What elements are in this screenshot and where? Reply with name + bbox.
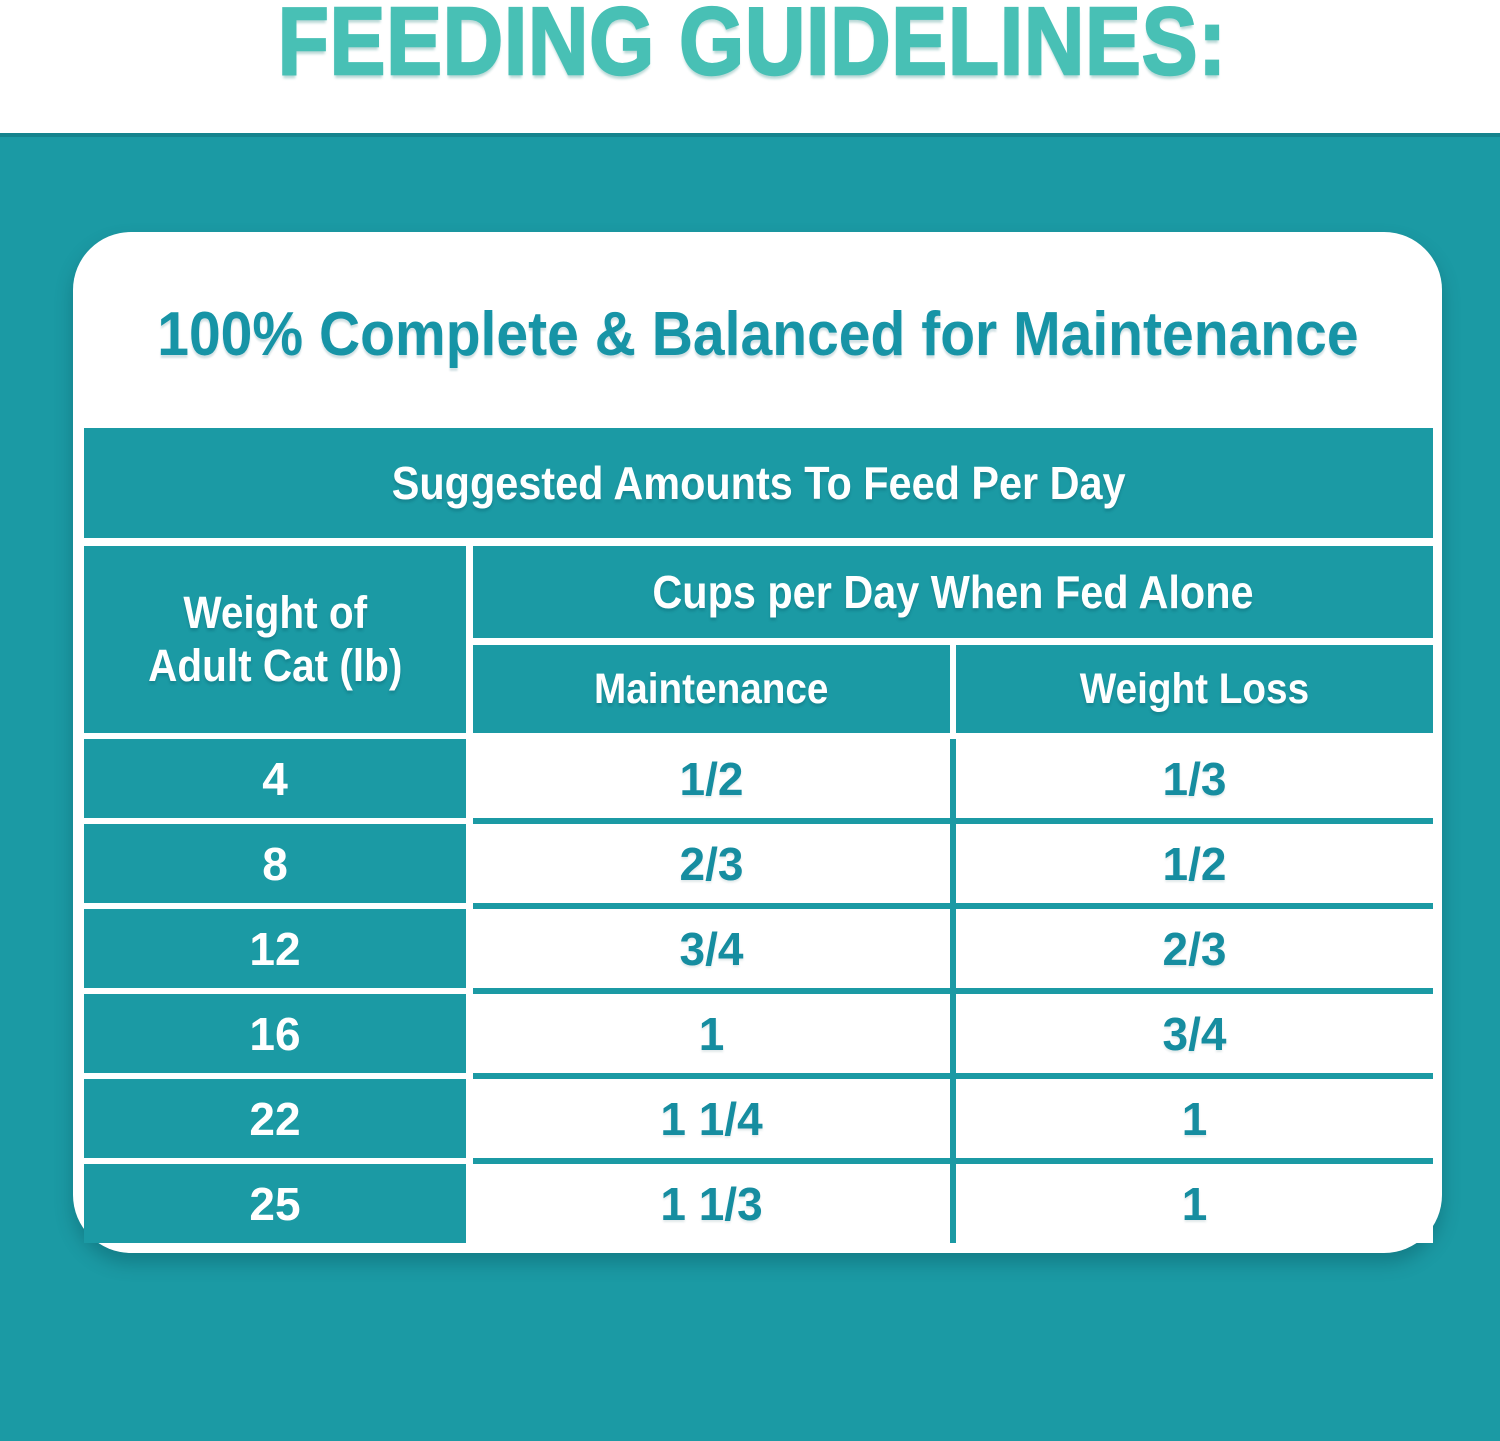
row-separator-line [473, 1073, 1433, 1079]
maintenance-value-cell: 1 1/3 [473, 1164, 950, 1243]
maintenance-value-cell: 2/3 [473, 824, 950, 903]
maintenance-value-cell: 1/2 [473, 739, 950, 818]
row-header-line1: Weight of [183, 587, 367, 639]
maintenance-value-cell: 1 [473, 994, 950, 1073]
row-header-line2: Adult Cat (lb) [147, 639, 403, 691]
card-title-text: 100% Complete & Balanced for Maintenance [156, 300, 1359, 369]
weight-cell: 16 [84, 994, 466, 1073]
row-separator-line [473, 818, 1433, 824]
row-header-cell: Weight of Adult Cat (lb) [84, 546, 466, 733]
guidelines-card: 100% Complete & Balanced for Maintenance… [73, 232, 1442, 1253]
maintenance-value-cell: 1 1/4 [473, 1079, 950, 1158]
weight-loss-value-cell: 3/4 [956, 994, 1433, 1073]
weight-cell: 12 [84, 909, 466, 988]
weight-loss-value-cell: 1/3 [956, 739, 1433, 818]
weight-cell: 4 [84, 739, 466, 818]
row-header-text: Weight of Adult Cat (lb) [148, 587, 402, 691]
maintenance-value-cell: 3/4 [473, 909, 950, 988]
column-group-header-cell: Cups per Day When Fed Alone [473, 546, 1433, 638]
weight-cell: 25 [84, 1164, 466, 1243]
row-separator-line [473, 988, 1433, 994]
weight-loss-value-cell: 1/2 [956, 824, 1433, 903]
weight-loss-value-cell: 2/3 [956, 909, 1433, 988]
table-title-cell: Suggested Amounts To Feed Per Day [84, 428, 1433, 538]
table-title-text: Suggested Amounts To Feed Per Day [391, 457, 1126, 509]
row-separator-line [473, 903, 1433, 909]
feeding-table: Suggested Amounts To Feed Per Day Weight… [84, 428, 1433, 1243]
column-header-weight-loss: Weight Loss [956, 645, 1433, 733]
page-title-text: FEEDING GUIDELINES: [277, 0, 1228, 95]
row-separator-line [473, 1158, 1433, 1164]
weight-loss-value-cell: 1 [956, 1079, 1433, 1158]
weight-cell: 8 [84, 824, 466, 903]
card-title: 100% Complete & Balanced for Maintenance [73, 304, 1442, 366]
page-title: FEEDING GUIDELINES: [0, 0, 1500, 95]
column-group-header-text: Cups per Day When Fed Alone [652, 566, 1254, 618]
column-header-maintenance-text: Maintenance [594, 664, 829, 713]
weight-cell: 22 [84, 1079, 466, 1158]
column-header-weight-loss-text: Weight Loss [1079, 664, 1310, 713]
weight-loss-value-cell: 1 [956, 1164, 1433, 1243]
teal-background: 100% Complete & Balanced for Maintenance… [0, 133, 1500, 1441]
page-header: FEEDING GUIDELINES: [0, 0, 1500, 133]
column-header-maintenance: Maintenance [473, 645, 950, 733]
